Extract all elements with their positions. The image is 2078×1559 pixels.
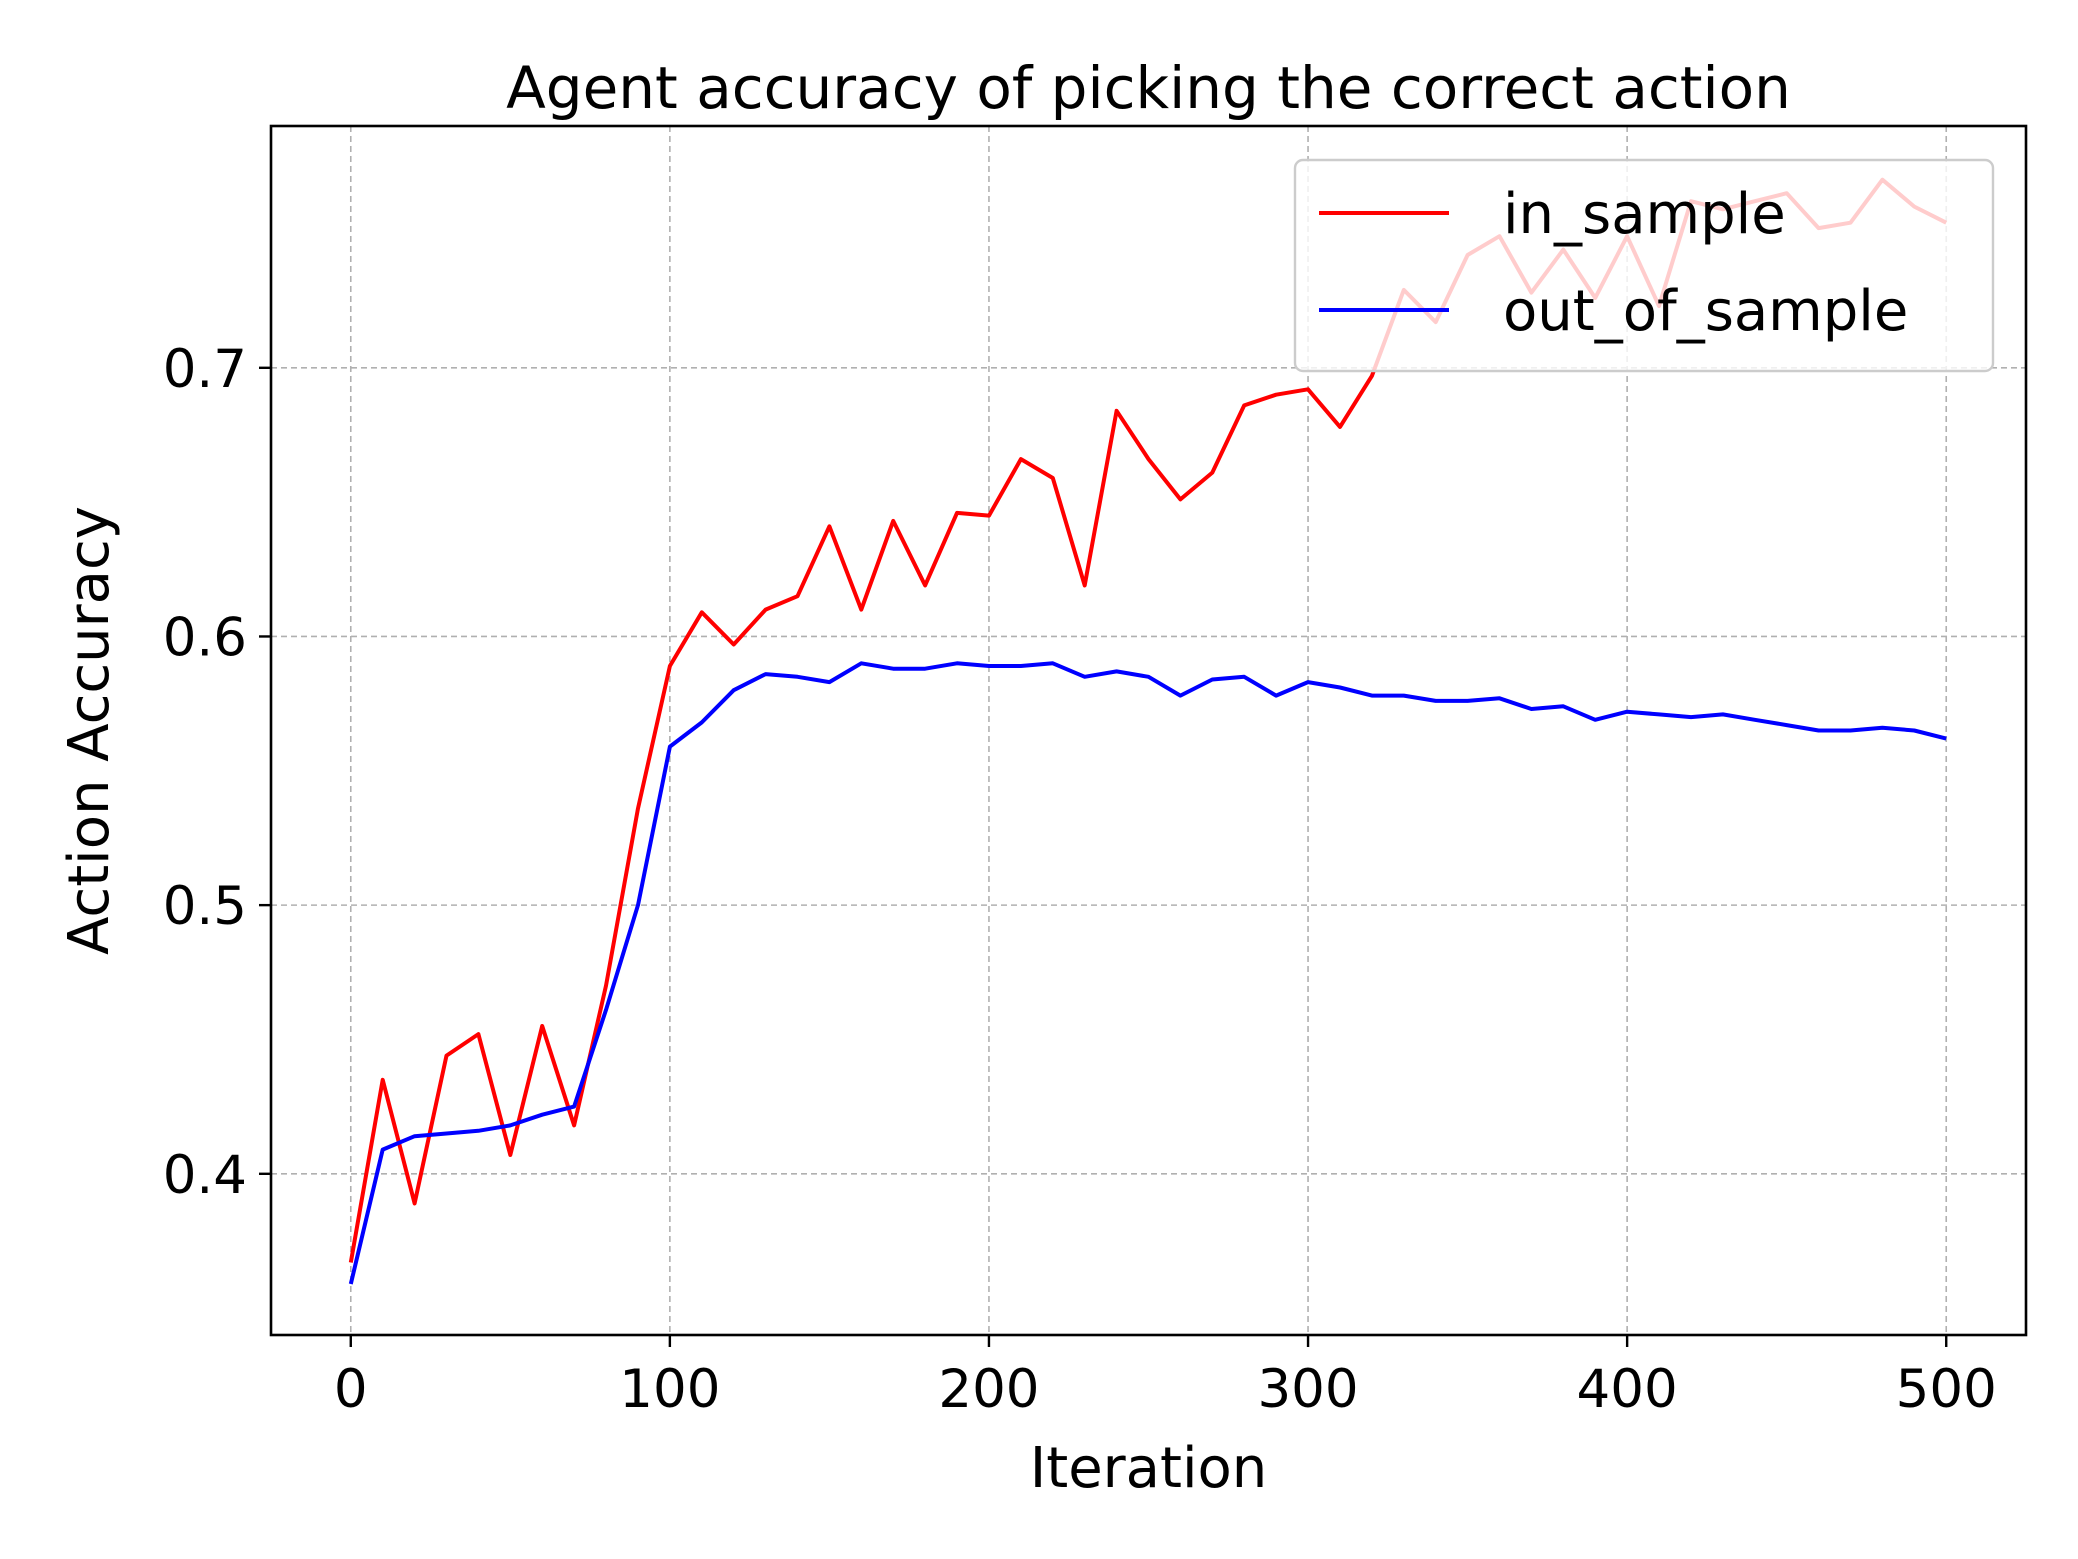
x-tick-label: 500 xyxy=(1896,1359,1997,1420)
x-tick-label: 100 xyxy=(619,1359,720,1420)
legend: in_sample out_of_sample xyxy=(1293,158,1995,373)
y-tick-label: 0.4 xyxy=(163,1145,247,1206)
y-tick-label: 0.5 xyxy=(163,876,247,937)
series-line-out-of-sample xyxy=(348,661,1947,1285)
legend-box xyxy=(1293,158,1995,373)
y-axis-title: Action Accuracy xyxy=(57,506,122,955)
legend-label-in-sample: in_sample xyxy=(1503,182,1786,247)
x-tick-label: 0 xyxy=(334,1359,368,1420)
x-tick-label: 300 xyxy=(1257,1359,1358,1420)
chart-title: Agent accuracy of picking the correct ac… xyxy=(506,54,1791,122)
x-axis-title: Iteration xyxy=(1030,1436,1268,1501)
plot-frame xyxy=(269,124,2028,1337)
legend-label-out-of-sample: out_of_sample xyxy=(1503,279,1908,344)
y-tick-label: 0.6 xyxy=(163,607,247,668)
ticks: 0 100 200 300 400 500 0.4 0.5 0.6 0.7 xyxy=(163,339,1997,1420)
x-tick-label: 200 xyxy=(938,1359,1039,1420)
x-tick-label: 400 xyxy=(1577,1359,1678,1420)
y-tick-label: 0.7 xyxy=(163,339,247,400)
